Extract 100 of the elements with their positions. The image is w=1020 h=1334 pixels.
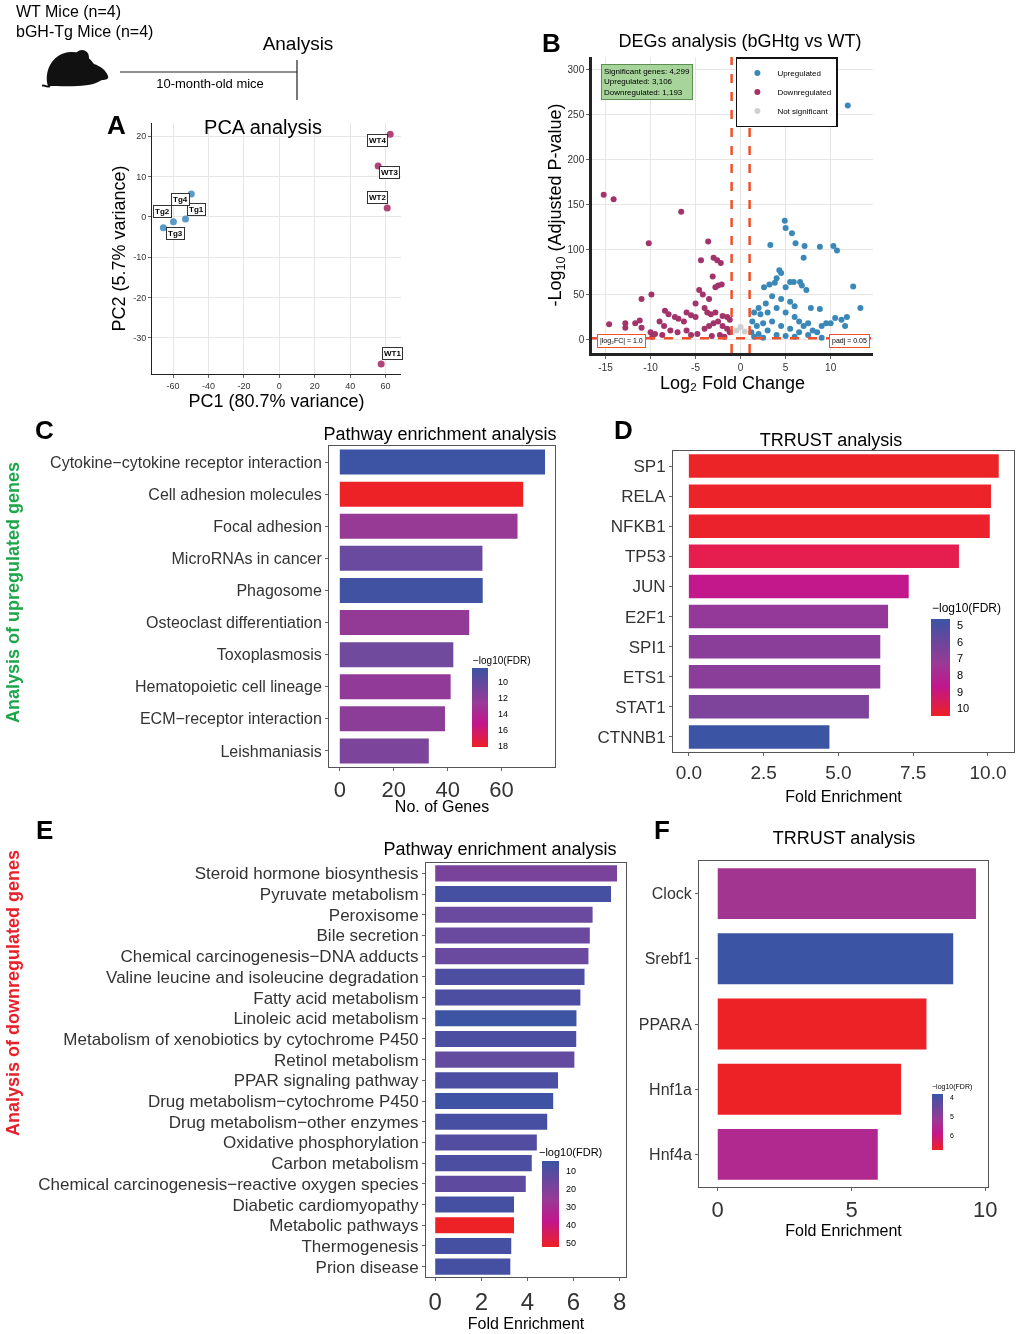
x-axis-title: Fold Enrichment — [467, 1314, 585, 1332]
y-tick-label: SPI1 — [628, 637, 666, 657]
y-tick-label: STAT1 — [615, 697, 666, 717]
bar — [435, 1030, 577, 1048]
y-tick-label: TP53 — [624, 547, 666, 567]
annotation: 9 — [957, 686, 964, 698]
x-tick-label: 40 — [345, 380, 356, 391]
x-tick-label: -40 — [201, 380, 215, 391]
bar — [717, 933, 954, 985]
y-tick-label: Focal adhesion — [213, 517, 322, 535]
y-tick-label: 150 — [567, 199, 585, 211]
bar — [339, 610, 470, 636]
text: D — [614, 415, 633, 445]
annotation: Tg1 — [189, 205, 204, 214]
point — [169, 218, 177, 226]
x-tick-label: 8 — [612, 1287, 627, 1315]
bar — [717, 1128, 878, 1180]
y-tick-label: 250 — [567, 109, 585, 121]
x-tick-label: 6 — [566, 1287, 581, 1315]
bar — [339, 674, 451, 700]
annotation: WT1 — [384, 349, 402, 358]
bar — [435, 948, 589, 965]
text: Analysis of upregulated genes — [3, 461, 23, 723]
annotation: 6 — [957, 636, 964, 648]
bar — [339, 513, 518, 539]
annotation: WT4 — [369, 136, 387, 145]
text: Analysis — [262, 33, 334, 55]
y-tick-label: 10 — [136, 171, 147, 182]
y-tick-label: Carbon metabolism — [271, 1154, 419, 1174]
annotation: 12 — [498, 693, 509, 703]
annotation: 8 — [957, 669, 964, 681]
y-tick-label: Chemical carcinogenesis−reactive oxygen species — [38, 1174, 419, 1194]
y-tick-label: Cytokine−cytokine receptor interaction — [50, 453, 322, 471]
bar — [688, 544, 959, 569]
y-tick-label: Chemical carcinogenesis−DNA adducts — [120, 947, 419, 967]
bar — [688, 514, 990, 538]
annotation: WT3 — [381, 168, 399, 177]
x-tick-label: 10.0 — [969, 761, 1007, 783]
annotation: 18 — [498, 741, 509, 751]
x-tick-label: 0 — [737, 361, 744, 373]
bar — [435, 1175, 526, 1192]
y-tick-label: Retinol metabolism — [274, 1050, 419, 1070]
legend-label: Upregulated — [777, 69, 821, 79]
bar — [717, 868, 976, 920]
bar — [688, 454, 999, 478]
y-tick-label: Pyruvate metabolism — [259, 885, 419, 904]
annotation: 7 — [957, 652, 964, 664]
x-axis-title: Fold Enrichment — [785, 1222, 903, 1240]
x-axis-title: PC1 (80.7% variance) — [188, 390, 365, 411]
y-tick-label: PPAR signaling pathway — [233, 1071, 420, 1091]
bar — [435, 1196, 515, 1213]
x-tick-label: 2 — [474, 1287, 488, 1315]
y-tick-label: Oxidative phosphorylation — [222, 1133, 419, 1153]
y-tick-label: -10 — [133, 252, 147, 263]
y-tick-label: ECM−receptor interaction — [139, 710, 322, 728]
bar — [688, 665, 881, 689]
x-tick-label: 5 — [845, 1197, 858, 1223]
y-tick-label: CTNNB1 — [597, 727, 666, 747]
annotation: 10 — [498, 677, 509, 687]
y-tick-label: RELA — [621, 487, 667, 507]
x-tick-label: 60 — [489, 777, 514, 803]
y-tick-label: 50 — [573, 289, 585, 301]
bar — [435, 885, 612, 903]
y-tick-label: PPARA — [638, 1015, 693, 1033]
y-tick-label: 200 — [567, 154, 585, 166]
annotation: 30 — [566, 1202, 577, 1212]
y-tick-label: Diabetic cardiomyopathy — [232, 1195, 420, 1215]
x-tick-label: 0 — [711, 1197, 724, 1223]
annotation: 5 — [957, 619, 964, 631]
bar — [339, 577, 483, 603]
annotation: Tg4 — [173, 195, 188, 204]
bar — [717, 998, 927, 1050]
y-tick-label: Cell adhesion molecules — [148, 485, 322, 503]
y-tick-label: Steroid hormone biosynthesis — [194, 864, 419, 884]
y-tick-label: Prion disease — [315, 1257, 419, 1277]
x-tick-label: 2.5 — [750, 761, 777, 783]
x-tick-label: -5 — [691, 361, 701, 373]
bar — [435, 1051, 575, 1068]
y-tick-label: Srebf1 — [644, 950, 692, 968]
bar — [435, 968, 585, 985]
x-tick-label: 10 — [973, 1197, 998, 1223]
text: B — [542, 28, 561, 58]
point — [383, 204, 391, 212]
annotation: −log10(FDR) — [473, 655, 531, 666]
x-tick-label: 0.0 — [675, 761, 703, 783]
text: C — [35, 415, 54, 445]
x-tick-label: 7.5 — [899, 761, 927, 783]
point — [181, 215, 189, 223]
legend-label: Not significant — [777, 107, 829, 117]
annotation: Significant genes: 4,299 Upregulated: 3,106 Downregulated: 1,193 — [604, 67, 690, 97]
y-tick-label: Hematopoietic cell lineage — [135, 678, 322, 696]
bar — [688, 634, 881, 659]
y-tick-label: 20 — [136, 131, 147, 142]
x-tick-label: 5.0 — [825, 761, 852, 783]
x-tick-label: 60 — [380, 380, 391, 391]
x-tick-label: -15 — [598, 361, 614, 373]
y-tick-label: ETS1 — [623, 667, 666, 687]
y-tick-label: NFKB1 — [610, 517, 666, 537]
x-tick-label: -60 — [166, 380, 180, 391]
y-tick-label: -20 — [133, 292, 147, 303]
